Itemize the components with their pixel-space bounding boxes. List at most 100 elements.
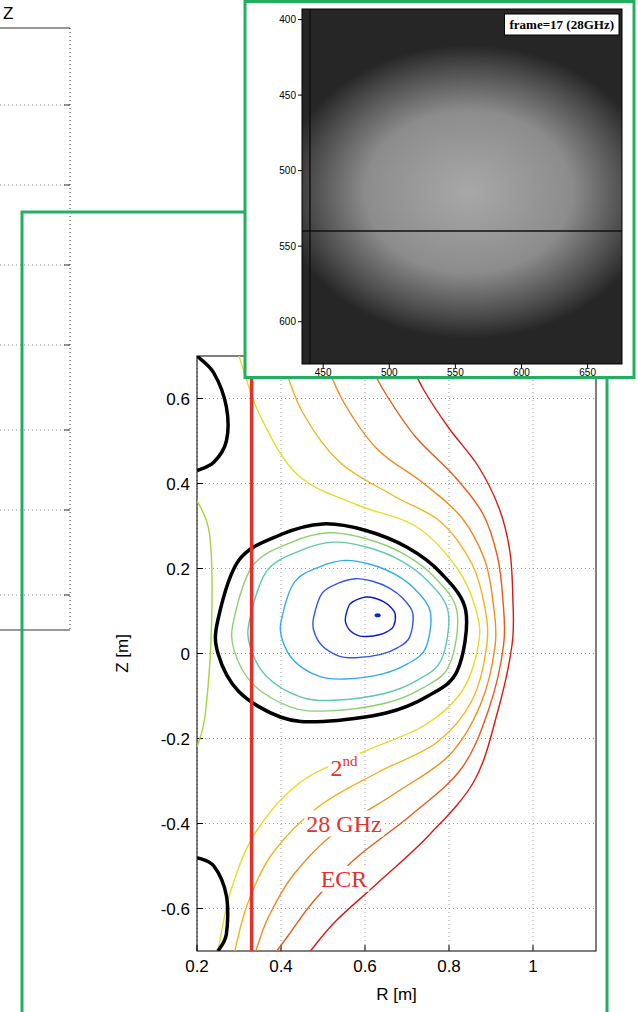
left-panel: Z [0,4,70,630]
tick-label: 450 [315,367,332,378]
panel-tick [64,265,70,266]
figure: Z0.20.40.60.81-0.6-0.4-0.200.20.40.6R [m… [0,0,638,1012]
magnetic-axis [375,613,381,617]
separatrix [197,356,228,471]
grid-line [197,653,596,654]
annotation-text: 28 GHz [306,811,381,837]
panel-tick [64,595,70,596]
flux-contour [345,597,395,637]
tick [197,908,203,909]
panel-grid [0,345,70,346]
panel-edge [70,28,71,630]
flux-contour [235,356,488,951]
tick [197,945,198,951]
annotation: 2nd [329,753,361,781]
tick-label: -0.2 [161,730,190,749]
tick-label: -0.4 [161,815,190,834]
tick-label: 500 [279,165,296,176]
plasma-emission [302,45,622,339]
axis-title: Z [m] [113,634,132,673]
flux-contour [218,356,480,951]
annotation-superscript: nd [343,753,359,769]
flux-contour [197,501,212,748]
label-patch [319,866,370,892]
tick-label: 0.2 [185,957,209,976]
tick-label: 0.2 [166,560,190,579]
annotation-text: 2 [331,755,343,781]
tick [197,398,203,399]
inset: 450 500 550 600 650 400 450 500 550 600 frame=17 (… [245,2,638,379]
tick [197,823,203,824]
plot-frame [197,356,596,951]
panel-label: Z [3,4,13,23]
tick [197,483,203,484]
tick-label: 1 [528,957,537,976]
annotation: ECR [319,866,370,892]
tick-label: 0.4 [269,957,293,976]
tick [298,246,302,247]
tick-label: 600 [513,367,530,378]
panel-grid [0,510,70,511]
inset-title-box [504,14,619,35]
tick-label: 600 [279,316,296,327]
tick-label: 550 [447,367,464,378]
resonance-line [250,356,254,951]
tick-label: 0 [181,645,190,664]
flux-contour [313,579,413,658]
panel-tick [64,185,70,186]
panel-tick [64,510,70,511]
tick [197,653,203,654]
tick-label: 0.6 [166,390,190,409]
tick [298,170,302,171]
flux-contour [280,560,431,679]
flux-contour [256,356,496,951]
tick-label: 450 [279,90,296,101]
tick [449,945,450,951]
tick [365,945,366,951]
tick-label: 0.8 [437,957,461,976]
grid-line [197,398,596,399]
tick-label: 500 [381,367,398,378]
panel-grid [0,595,70,596]
annotations: 2nd 28 GHz ECR [304,753,383,892]
annotation-text: ECR [321,866,368,892]
flux-contour [277,356,505,951]
tick [197,568,203,569]
flux-contour [310,356,513,951]
panel-grid [0,430,70,431]
tick [533,945,534,951]
separatrix [197,858,228,952]
grid-line [197,568,596,569]
axis-title: R [m] [376,985,417,1004]
tick-label: 400 [279,14,296,25]
grid-line [197,908,596,909]
tick-label: 0.6 [353,957,377,976]
panel-grid [0,185,70,186]
crosshair [302,230,622,232]
annotation-text: 2nd [331,753,359,781]
plot-area [197,356,514,951]
tick-label: 650 [579,367,596,378]
crosshair [309,9,311,364]
inset-title: frame=17 (28GHz) [509,17,614,32]
panel-grid [0,265,70,266]
tick [298,321,302,322]
panel-tick [64,345,70,346]
grid-line [197,483,596,484]
tick [298,95,302,96]
tick-label: -0.6 [161,900,190,919]
label-patch [304,811,383,837]
annotation: 28 GHz [304,811,383,837]
tick [298,19,302,20]
panel-edge [0,630,70,631]
tick-label: 550 [279,241,296,252]
panel-tick [64,430,70,431]
camera-image [302,9,622,364]
label-patch [329,753,361,781]
axes: 0.20.40.60.81-0.6-0.4-0.200.20.40.6R [m]… [113,356,596,1004]
annotation-text: ECR [321,866,368,892]
panel-edge [0,28,70,29]
annotation-text: 28 GHz [306,811,381,837]
panel-tick [64,105,70,106]
grid-line [197,823,596,824]
